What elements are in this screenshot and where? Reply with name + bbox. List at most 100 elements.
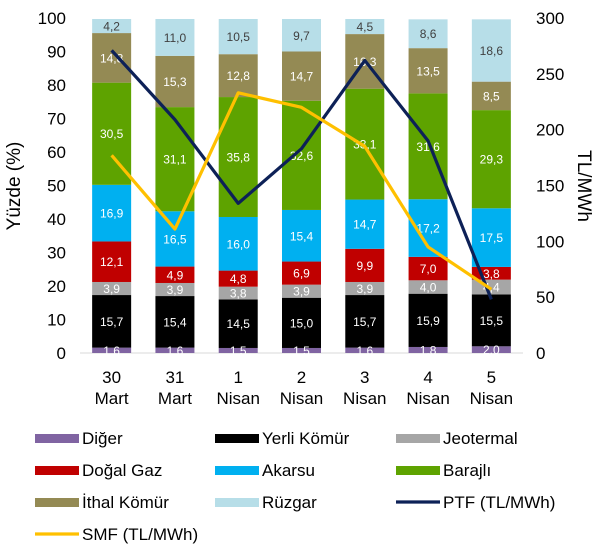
bar-segment [408,48,448,94]
data-label: 4,5 [356,20,373,34]
data-label: 3,8 [230,287,247,301]
data-label: 31,6 [416,140,440,154]
y-tick-label: 40 [47,210,66,229]
bar-segment [155,282,195,297]
data-label: 4,2 [103,20,120,34]
bar-segment [408,93,448,200]
bar-segment [408,19,448,49]
bar-segment [282,347,321,353]
bar-segment [282,19,321,52]
data-label: 15,7 [353,315,377,329]
data-label: 4,0 [420,281,437,295]
y-tick-label: 100 [38,9,66,28]
legend-label: Akarsu [262,461,315,480]
x-tick-label: Nisan [470,389,513,408]
bar-segment [155,19,195,56]
x-tick-label: 4 [423,368,432,387]
data-label: 15,4 [163,315,187,329]
bar-segment [345,295,385,348]
bar-segment [92,19,132,34]
y-tick-label: 60 [47,143,66,162]
bar-segment [408,293,448,347]
bar-segment [408,280,448,294]
legend-swatch [35,466,79,475]
bar-segment [92,184,132,242]
legend-swatch [215,498,259,507]
y-tick-label: 90 [47,43,66,62]
bar-segment [471,110,511,209]
legend-swatch [396,466,440,475]
legend-label: SMF (TL/MWh) [82,525,198,544]
line-series [110,49,493,300]
y-tick-label: 0 [57,344,66,363]
data-label: 15,7 [100,315,124,329]
data-label: 7,0 [420,262,437,276]
bar-segment [155,107,195,212]
data-label: 29,3 [480,153,504,167]
bar-segment [471,208,511,267]
data-label: 18,6 [480,44,504,58]
line-series [110,91,493,291]
data-label: 16,0 [227,237,251,251]
data-label: 15,3 [163,75,187,89]
bar-segment [92,33,132,83]
bar-segment [92,295,132,348]
legend-label: Doğal Gaz [82,461,162,480]
x-tick-label: Nisan [280,389,323,408]
data-label: 8,6 [420,27,437,41]
legend-label: İthal Kömür [82,493,169,512]
y2-tick-label: 100 [536,232,564,251]
x-tick-label: 1 [233,368,242,387]
data-label: 14,7 [290,70,314,84]
y-tick-label: 50 [47,177,66,196]
legend-swatch [396,434,440,443]
data-label: 11,0 [164,31,187,45]
tick-labels: 0 10 20 30 40 50 60 70 80 90 100 0 50 100 150 200 250 300… [38,9,565,408]
y2-tick-label: 300 [536,9,564,28]
bar-segment [471,346,511,353]
data-label: 9,9 [356,259,373,273]
y-tick-label: 80 [47,76,66,95]
x-tick-label: Mart [158,389,192,408]
data-label: 1,6 [103,344,120,358]
bar-segment [92,347,132,353]
bar-segment [218,286,258,300]
data-label: 17,5 [480,231,504,245]
bar-segment [218,347,258,353]
data-label: 2,0 [483,343,500,357]
bar-segment [218,270,258,287]
bar-segment [155,266,195,283]
data-label: 3,9 [167,283,184,297]
data-label: 31,1 [163,153,187,167]
data-label: 9,7 [293,29,310,43]
bar-segment [345,281,385,296]
data-label: 6,9 [293,267,310,281]
data-label: 8,5 [483,89,500,103]
bar-segment [218,54,258,98]
bar-segment [408,346,448,353]
x-tick-label: 5 [487,368,496,387]
bar-segment [155,347,195,353]
bar-segment [282,297,321,348]
legend: Diğer Yerli Kömür Jeotermal Doğal Gaz Akarsu… [35,429,555,544]
data-label: 15,5 [480,314,504,328]
data-label: 14,7 [353,218,377,232]
x-tick-label: 30 [102,368,121,387]
data-label: 12,8 [227,69,251,83]
y2-tick-label: 200 [536,121,564,140]
x-tick-label: 3 [360,368,369,387]
y-tick-label: 20 [47,277,66,296]
bar-segment [218,299,258,348]
x-tick-label: Nisan [406,389,449,408]
legend-swatch [215,466,259,475]
bar-segment [345,248,385,282]
legend-swatch [215,434,259,443]
bar-segment [345,88,385,200]
data-label: 15,9 [416,314,440,328]
data-label: 1,6 [356,344,373,358]
data-label: 12,1 [100,255,124,269]
legend-label: Diğer [82,429,123,448]
bar-segment [92,82,132,185]
data-label: 1,5 [293,344,310,358]
